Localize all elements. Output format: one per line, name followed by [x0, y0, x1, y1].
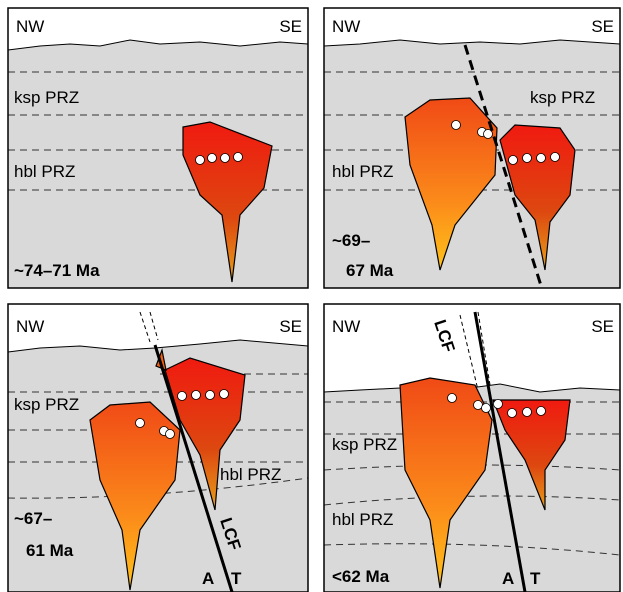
- fault-label: LCF: [430, 317, 458, 354]
- a-label: A: [202, 569, 214, 588]
- age-label: ~69–: [332, 231, 370, 250]
- se-label: SE: [591, 17, 614, 36]
- nw-label: NW: [16, 17, 44, 36]
- t-label: T: [530, 569, 541, 588]
- t-label: T: [231, 569, 242, 588]
- age-label: ~67–: [14, 509, 52, 528]
- ksp-label: ksp PRZ: [332, 435, 397, 454]
- nw-label: NW: [332, 317, 360, 336]
- nw-label: NW: [16, 317, 44, 336]
- ksp-label: ksp PRZ: [530, 88, 595, 107]
- hbl-label: hbl PRZ: [332, 162, 393, 181]
- hbl-label: hbl PRZ: [220, 465, 281, 484]
- ksp-label: ksp PRZ: [14, 88, 79, 107]
- hbl-label: hbl PRZ: [14, 162, 75, 181]
- a-label: A: [502, 569, 514, 588]
- se-label: SE: [591, 317, 614, 336]
- ksp-label: ksp PRZ: [14, 395, 79, 414]
- age-label: ~74–71 Ma: [14, 261, 100, 280]
- age-label: 67 Ma: [346, 261, 394, 280]
- nw-label: NW: [332, 17, 360, 36]
- age-label: <62 Ma: [332, 567, 390, 586]
- se-label: SE: [279, 17, 302, 36]
- se-label: SE: [279, 317, 302, 336]
- age-label: 61 Ma: [26, 541, 74, 560]
- hbl-label: hbl PRZ: [332, 510, 393, 529]
- diagram: NW SE ksp PRZ hbl PRZ ~74–71 Ma NW SE ks…: [0, 0, 623, 592]
